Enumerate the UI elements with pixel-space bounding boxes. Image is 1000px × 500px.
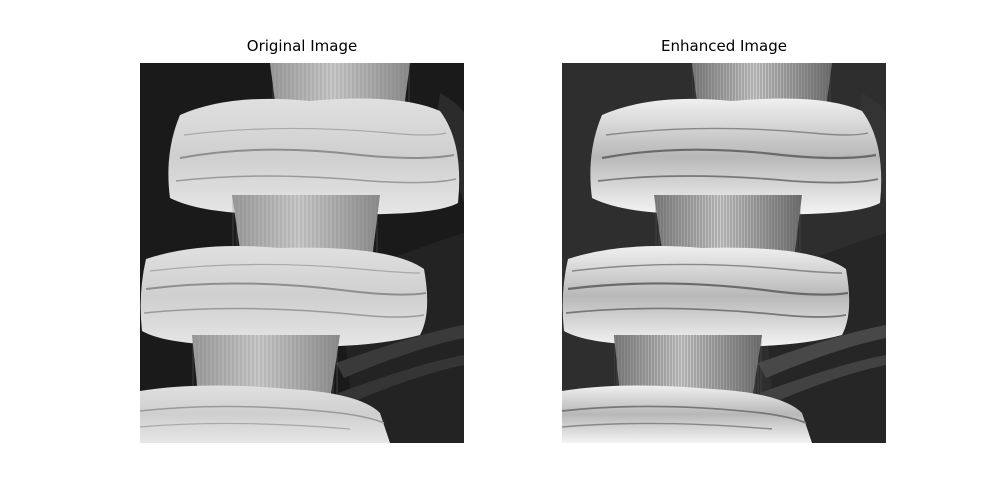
original-image: [140, 63, 464, 443]
enhanced-image: [562, 63, 886, 443]
coil-ring: [590, 98, 882, 215]
original-image-title: Original Image: [246, 37, 358, 55]
coil-ring: [168, 98, 460, 215]
enhanced-image-title: Enhanced Image: [661, 37, 787, 55]
